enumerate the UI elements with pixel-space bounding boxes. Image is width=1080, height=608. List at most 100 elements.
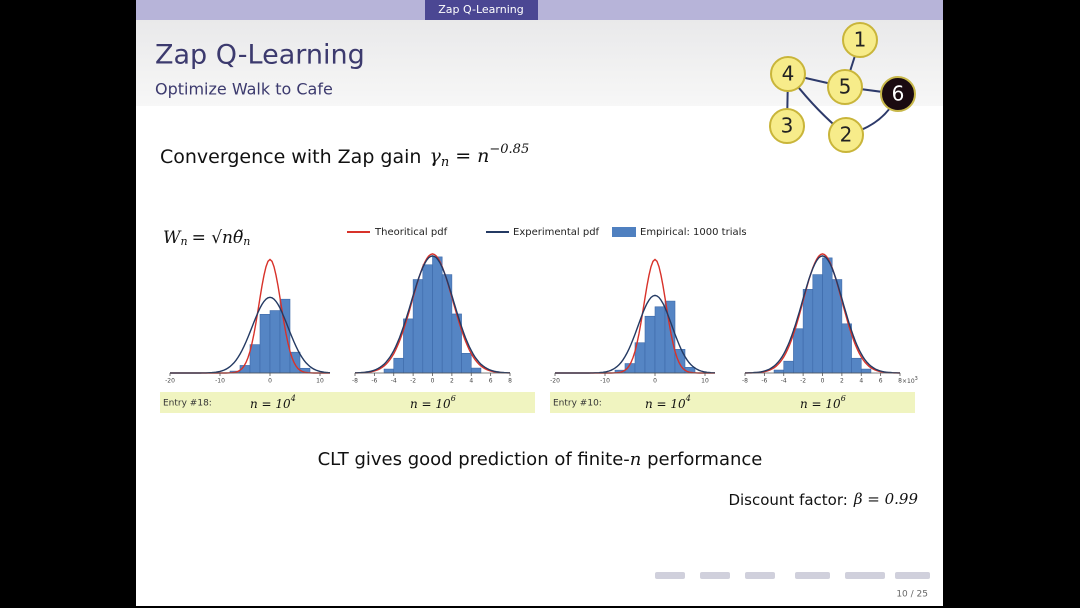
x-tick-label: 4 [859,378,863,385]
histogram-bar [773,369,785,374]
x-tick-label: 0 [268,378,272,385]
x-tick-label: -10 [600,378,610,385]
graph-node [880,76,916,112]
discount-text: Discount factor: [728,491,847,509]
captions: Entry #18: n = 104 n = 106 Entry #10: n = 10… [163,394,846,411]
x-tick-label: -20 [165,378,175,385]
caption-left: n = 104 [250,394,296,411]
caption-exp: 6 [841,394,846,403]
title: Zap Q-Learning [155,40,365,71]
conclusion-after: performance [641,449,762,470]
x-tick-label: -20 [550,378,560,385]
nav-icon[interactable] [745,572,775,579]
histogram-bar [470,367,482,374]
caption-entry: Entry #18: [163,399,212,409]
graph-node [827,69,863,105]
histogram-bar [812,274,823,374]
graph-node [769,108,805,144]
histogram-bar [851,357,862,374]
x-tick-label: 0 [653,378,657,385]
x-multiplier-exp: 3 [915,376,918,382]
x-tick-label: -8 [352,378,358,385]
graph-node [842,22,878,58]
legend-label: Empirical: 1000 trials [640,227,747,238]
caption-entry: Entry #10: [553,399,602,409]
nav-icon[interactable] [655,572,685,579]
x-tick-label: 0 [821,378,825,385]
x-tick-label: 8 [898,378,902,385]
x-tick-label: -8 [742,378,748,385]
subtitle: Optimize Walk to Cafe [155,80,333,99]
top-strip [136,0,943,20]
histogram-bar [793,328,804,374]
graph-node-label: 5 [839,75,852,99]
x-tick-label: -6 [761,378,767,385]
caption-exp: 6 [451,394,456,403]
caption-base: n = 10 [410,397,451,411]
caption-exp: 4 [290,394,296,403]
graph-node [828,117,864,153]
histogram-bar [644,315,656,374]
x-tick-label: 0 [431,378,435,385]
histogram-bar [393,357,404,374]
nav-icon[interactable] [700,572,730,579]
experimental-pdf [745,255,900,374]
header [136,20,943,106]
caption-strip [550,392,915,413]
graph-nodes: 1 4 5 6 3 2 [769,22,916,153]
x-multiplier: ×103 [902,376,918,385]
graph-node-label: 4 [782,62,795,86]
x-tick-label: 8 [508,378,512,385]
nav-icon[interactable] [795,572,830,579]
histogram-bar [654,306,666,374]
conclusion-var: n [630,449,642,470]
x-tick-label: -2 [800,378,806,385]
histogram-bar [802,289,814,374]
legend-swatch [612,227,636,237]
x-tick-label: 10 [316,378,324,385]
histogram-bar [783,360,794,374]
caption-left: n = 104 [645,394,691,411]
graph-node-label: 1 [854,28,867,52]
x-tick-label: 6 [489,378,493,385]
heading: Convergence with Zap gain γn = n−0.85 [160,142,529,170]
discount: Discount factor: β = 0.99 [728,490,918,509]
figure: -20 -10 0 10 -8 -6 -4 -2 0 2 4 6 8 -20 -10 0 10 -8 -6 -4 -2 0… [165,253,918,385]
nav-icons [655,572,930,579]
theoretical-pdf [355,253,510,374]
graph-node-label: 2 [840,123,853,147]
x-tick-label: -10 [215,378,225,385]
histogram-bar [860,368,872,374]
caption-base: n = 10 [645,397,686,411]
graph-node [770,56,806,92]
caption-base: n = 10 [800,397,841,411]
nav-icon[interactable] [895,572,930,579]
formula-rhs: = √nθ̃ [192,228,244,248]
formula-lhs: W [163,228,182,248]
x-tick-label: -4 [781,378,787,385]
histogram-bar [249,344,261,374]
caption-base: n = 10 [250,397,291,411]
conclusion: CLT gives good prediction of finite-n pe… [318,449,763,470]
graph-node-label: 3 [781,114,794,138]
x-tick-label: 2 [840,378,844,385]
heading-symbol: γ [429,145,441,167]
conclusion-before: CLT gives good prediction of finite- [318,449,630,470]
histogram-bar [422,264,433,374]
histogram-bar [432,256,443,374]
heading-sub: n [441,155,449,170]
x-tick-label: 4 [469,378,473,385]
formula-lhs-sub: n [180,235,187,248]
heading-exp: −0.85 [489,142,529,157]
discount-math: β = 0.99 [853,490,919,508]
page-number: 10 / 25 [896,590,928,600]
theoretical-pdf [744,253,901,374]
legend-label: Experimental pdf [513,227,600,238]
histogram-bar [383,368,395,374]
nav-icon[interactable] [845,572,885,579]
caption-strip [160,392,535,413]
x-tick-label: -6 [371,378,377,385]
formula: Wn = √nθ̃n [163,228,250,249]
histogram-bar [259,314,271,374]
